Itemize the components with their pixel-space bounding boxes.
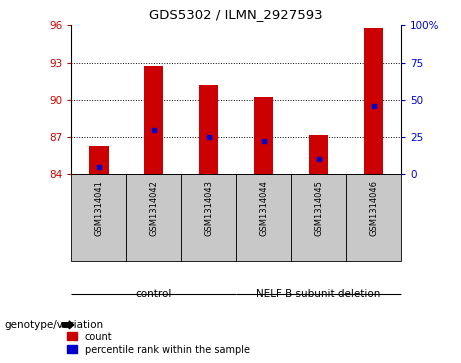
Bar xyxy=(309,135,328,174)
Bar xyxy=(199,85,219,174)
Bar xyxy=(89,146,108,174)
Text: control: control xyxy=(136,289,172,299)
Text: genotype/variation: genotype/variation xyxy=(5,320,104,330)
Text: NELF B subunit deletion: NELF B subunit deletion xyxy=(256,289,381,299)
Bar xyxy=(126,174,181,261)
Text: GSM1314044: GSM1314044 xyxy=(259,180,268,236)
Bar xyxy=(291,174,346,261)
Bar xyxy=(71,174,126,261)
Legend: count, percentile rank within the sample: count, percentile rank within the sample xyxy=(67,331,249,355)
Title: GDS5302 / ILMN_2927593: GDS5302 / ILMN_2927593 xyxy=(149,8,323,21)
Bar xyxy=(236,174,291,261)
Bar xyxy=(346,174,401,261)
Text: GSM1314042: GSM1314042 xyxy=(149,180,159,236)
Bar xyxy=(144,66,164,174)
Text: GSM1314046: GSM1314046 xyxy=(369,180,378,236)
Bar xyxy=(254,97,273,174)
Text: GSM1314043: GSM1314043 xyxy=(204,180,213,236)
Text: GSM1314041: GSM1314041 xyxy=(95,180,103,236)
Bar xyxy=(181,174,236,261)
Text: GSM1314045: GSM1314045 xyxy=(314,180,323,236)
Bar xyxy=(364,28,383,174)
